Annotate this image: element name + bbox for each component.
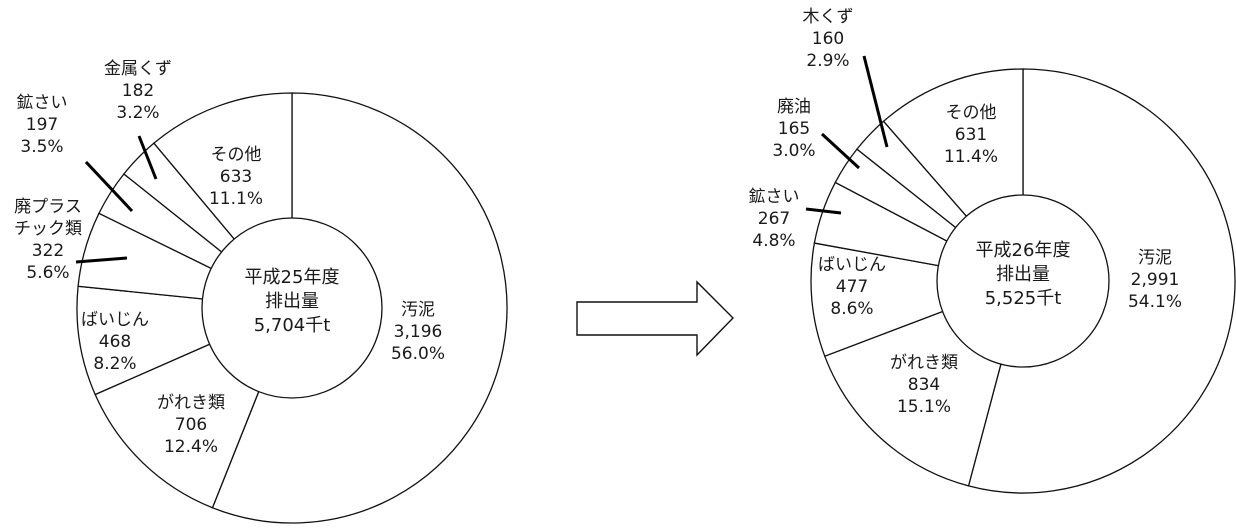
data-label-line: 鉱さい [749, 187, 800, 207]
data-label-line: 468 [99, 332, 131, 352]
data-label-line: 2.9% [806, 51, 849, 71]
center-label-line: 5,704千t [254, 315, 331, 336]
center-label-line: 平成26年度 [976, 240, 1071, 261]
data-label-line: 3.0% [772, 141, 815, 161]
leader-line-6 [137, 135, 158, 180]
data-label-line: 322 [32, 241, 64, 261]
data-label-line: 3.2% [116, 103, 159, 123]
data-label-line: 鉱さい [17, 93, 68, 113]
data-label-line: ばいじん [81, 310, 149, 330]
leader-line-5 [84, 160, 134, 213]
data-label-line: 4.8% [752, 231, 795, 251]
leader-line-6 [862, 55, 889, 148]
pie-chart-2013: 平成25年度排出量 5,704千t 汚泥 3,196 56.0% がれき類 706 12.4%… [14, 59, 508, 524]
data-label-line: 廃油 [777, 97, 811, 117]
center-label-line: 排出量 [265, 291, 319, 312]
data-label-line: 2,991 [1131, 270, 1180, 290]
pie-center-hole [201, 217, 383, 399]
data-label-line: 267 [758, 209, 790, 229]
data-label-line: 汚泥 [401, 300, 435, 320]
center-label: 平成25年度排出量 5,704千t [245, 267, 340, 336]
data-label-line: 11.1% [209, 189, 263, 209]
data-label-line: 56.0% [391, 344, 445, 364]
data-label-line: その他 [946, 103, 997, 123]
data-label-line: 3,196 [394, 322, 443, 342]
data-label-6: 木くず 160 2.9% [803, 7, 854, 71]
center-label-line: 5,525千t [985, 288, 1062, 309]
data-label-line: 木くず [803, 7, 854, 27]
pie-slice-3 [810, 242, 1026, 358]
data-label-line: その他 [211, 145, 262, 165]
data-label-line: 3.5% [20, 137, 63, 157]
data-label-line: 11.4% [944, 147, 998, 167]
transition-arrow [576, 280, 734, 357]
data-label-line: 8.2% [93, 354, 136, 374]
data-label-line: 5.6% [26, 263, 69, 283]
pie-center-hole [936, 194, 1110, 368]
data-label-line: 160 [812, 29, 844, 49]
center-label-line: 平成25年度 [245, 267, 340, 288]
data-label-line: がれき類 [157, 393, 225, 413]
data-label-2: がれき類 834 15.1% [890, 353, 958, 417]
data-label-line: 633 [220, 167, 252, 187]
pie-chart-2014: 平成26年度排出量 5,525千t 汚泥 2,991 54.1% がれき類 834 15.1%… [749, 7, 1236, 494]
data-label-line: 金属くず [104, 59, 172, 79]
data-label-line: 廃プラス [14, 197, 82, 217]
data-label-3: ばいじん 468 8.2% [81, 310, 149, 374]
data-label-1: 汚泥 3,196 56.0% [391, 300, 445, 364]
data-label-line: 834 [908, 375, 940, 395]
data-label-line: 12.4% [164, 437, 218, 457]
center-label-line: 排出量 [996, 264, 1050, 285]
data-label-7: その他 633 11.1% [209, 145, 263, 209]
data-label-4: 廃プラスチック類 322 5.6% [14, 197, 82, 283]
data-label-line: 54.1% [1128, 292, 1182, 312]
data-label-line: 197 [26, 115, 58, 135]
data-label-line: 8.6% [830, 299, 873, 319]
data-label-line: チック類 [14, 219, 82, 239]
data-label-5: 鉱さい 197 3.5% [17, 93, 68, 157]
data-label-1: 汚泥 2,991 54.1% [1128, 248, 1182, 312]
data-label-line: 182 [122, 81, 154, 101]
data-label-line: 706 [175, 415, 207, 435]
data-label-line: 631 [955, 125, 987, 145]
data-label-4: 鉱さい 267 4.8% [749, 187, 800, 251]
data-label-3: ばいじん 477 8.6% [818, 255, 886, 319]
data-label-line: 477 [836, 277, 868, 297]
data-label-2: がれき類 706 12.4% [157, 393, 225, 457]
data-label-line: 165 [778, 119, 810, 139]
data-label-5: 廃油 165 3.0% [772, 97, 815, 161]
leader-line-4 [75, 256, 128, 264]
leader-line-5 [820, 132, 861, 170]
data-label-7: その他 631 11.4% [944, 103, 998, 167]
center-label: 平成26年度排出量 5,525千t [976, 240, 1071, 309]
data-label-line: 汚泥 [1138, 248, 1172, 268]
data-label-line: がれき類 [890, 353, 958, 373]
data-label-6: 金属くず 182 3.2% [104, 59, 172, 123]
leader-line-4 [805, 207, 842, 215]
data-label-line: ばいじん [818, 255, 886, 275]
data-label-line: 15.1% [897, 397, 951, 417]
